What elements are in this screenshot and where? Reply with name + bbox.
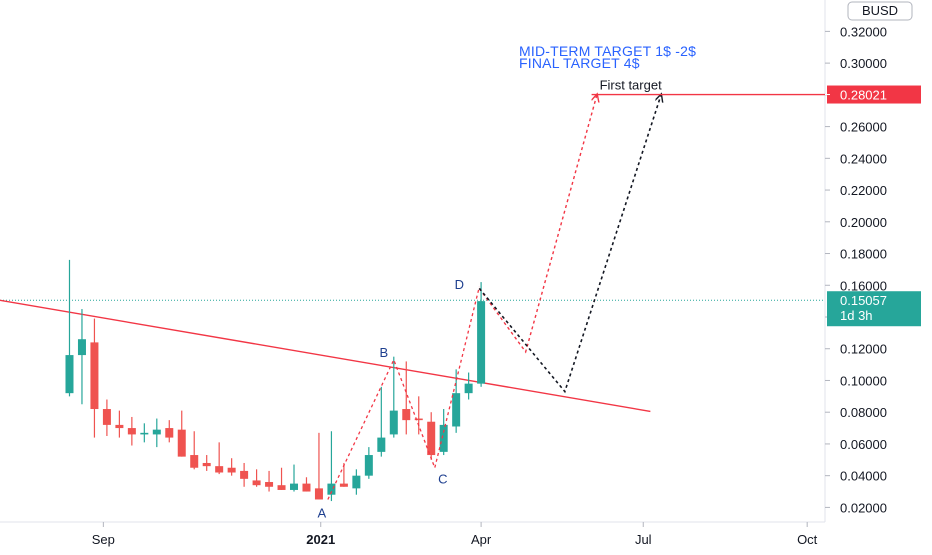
wave-label-b: B xyxy=(379,345,388,360)
candle-body-down xyxy=(302,483,311,492)
price-tick-label: 0.30000 xyxy=(840,56,887,71)
candle-body-down xyxy=(190,455,199,468)
price-tick-label: 0.04000 xyxy=(840,469,887,484)
candle-body-up xyxy=(364,455,373,476)
candle-body-up xyxy=(65,355,74,394)
candle-body-up xyxy=(464,383,473,394)
candle-body-up xyxy=(439,424,448,452)
price-tick-label: 0.02000 xyxy=(840,500,887,515)
time-tick-label: Apr xyxy=(471,532,492,547)
candle-body-down xyxy=(227,467,236,473)
candle-body-down xyxy=(427,421,436,456)
abcd-wave-path[interactable] xyxy=(327,286,480,500)
candle-body-down xyxy=(240,470,249,479)
candle-body-up xyxy=(327,483,336,495)
candle-body-up xyxy=(77,339,86,356)
price-tick-label: 0.16000 xyxy=(840,278,887,293)
candle-body-down xyxy=(252,480,261,486)
price-tick-label: 0.06000 xyxy=(840,437,887,452)
candle-body-down xyxy=(177,429,186,457)
current-price-badge-label: 0.15057 xyxy=(840,293,887,308)
currency-badge-label: BUSD xyxy=(862,3,898,18)
price-tick-label: 0.08000 xyxy=(840,405,887,420)
candle-body-up xyxy=(477,301,486,384)
candle-body-up xyxy=(352,475,361,489)
price-tick-label: 0.32000 xyxy=(840,24,887,39)
candle-body-down xyxy=(414,418,423,421)
candle-body-down xyxy=(90,342,99,410)
projection-path-red[interactable] xyxy=(478,95,597,354)
target-price-badge xyxy=(827,85,921,104)
candle-body-up xyxy=(377,437,386,452)
current-price-badge xyxy=(827,291,921,327)
price-tick-label: 0.18000 xyxy=(840,247,887,262)
candle-body-up xyxy=(290,483,299,490)
price-tick-label: 0.22000 xyxy=(840,183,887,198)
first-target-label: First target xyxy=(600,78,663,93)
candle-body-down xyxy=(265,482,274,487)
time-tick-label: Oct xyxy=(797,532,818,547)
candle-body-down xyxy=(402,409,411,421)
candle-body-down xyxy=(215,466,224,473)
candle-body-down xyxy=(165,428,174,438)
wave-label-a: A xyxy=(318,505,327,520)
candle-body-down xyxy=(115,424,124,429)
candle-body-down xyxy=(102,409,111,425)
time-tick-label: Sep xyxy=(92,532,115,547)
price-tick-label: 0.12000 xyxy=(840,342,887,357)
candle-body-up xyxy=(140,432,149,435)
target-price-badge-label: 0.28021 xyxy=(840,88,887,103)
candle-body-down xyxy=(339,483,348,487)
candle-body-down xyxy=(127,428,136,435)
mid-term-target-note: MID-TERM TARGET 1$ -2$ xyxy=(519,43,696,59)
candle-body-up xyxy=(389,410,398,435)
price-tick-label: 0.20000 xyxy=(840,215,887,230)
price-tick-label: 0.26000 xyxy=(840,120,887,135)
wave-label-d: D xyxy=(455,277,464,292)
candle-body-up xyxy=(152,429,161,435)
candle-body-down xyxy=(202,462,211,467)
descending-trendline[interactable] xyxy=(0,299,651,413)
wave-label-c: C xyxy=(438,472,447,487)
price-tick-label: 0.10000 xyxy=(840,373,887,388)
candle-countdown-label: 1d 3h xyxy=(840,308,873,323)
candle-body-down xyxy=(277,485,286,490)
time-tick-label: Jul xyxy=(635,532,652,547)
candle-body-down xyxy=(314,488,323,500)
candle-body-up xyxy=(452,393,461,427)
price-tick-label: 0.24000 xyxy=(840,151,887,166)
currency-badge[interactable] xyxy=(847,1,913,21)
final-target-note: FINAL TARGET 4$ xyxy=(519,55,640,71)
time-tick-label: 2021 xyxy=(306,532,335,547)
projection-path-black[interactable] xyxy=(478,95,661,394)
